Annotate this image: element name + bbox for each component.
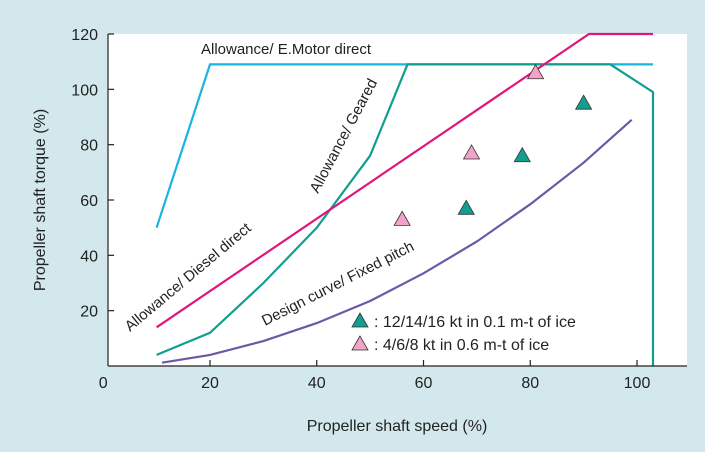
x-tick-label-1: 20 <box>201 375 219 392</box>
x-axis-label: Propeller shaft speed (%) <box>307 418 488 435</box>
legend-marker-teal-triangle <box>351 312 369 328</box>
x-tick-label-3: 60 <box>415 375 433 392</box>
x-tick-label-2: 40 <box>308 375 326 392</box>
scatter-point-0-0 <box>457 199 475 215</box>
legend-entry-ice-0-6: : 4/6/8 kt in 0.6 m-t of ice <box>374 337 549 354</box>
y-tick-label-3: 80 <box>80 138 98 155</box>
scatter-point-0-1 <box>513 146 531 163</box>
annotation-emotor: Allowance/ E.Motor direct <box>201 41 372 58</box>
y-tick-label-5: 120 <box>71 27 98 44</box>
series-line-1 <box>156 63 655 366</box>
legend-marker-pink-triangle <box>351 335 369 351</box>
series-line-3 <box>161 118 633 364</box>
scatter-point-1-0 <box>393 210 411 226</box>
series-line-2 <box>155 32 653 329</box>
x-tick-label-0: 0 <box>99 375 108 392</box>
x-tick-label-4: 80 <box>521 375 539 392</box>
marker-layer <box>393 63 593 226</box>
scatter-point-0-2 <box>574 94 593 110</box>
y-axis-label: Propeller shaft torque (%) <box>32 109 49 291</box>
scatter-point-1-2 <box>526 63 545 80</box>
y-tick-label-2: 60 <box>80 193 98 210</box>
scatter-point-1-1 <box>462 144 481 160</box>
legend-entry-ice-0-1: : 12/14/16 kt in 0.1 m-t of ice <box>374 314 576 331</box>
x-tick-label-5: 100 <box>624 375 651 392</box>
legend: : 12/14/16 kt in 0.1 m-t of ice : 4/6/8 … <box>351 312 576 354</box>
y-tick-label-4: 100 <box>71 82 98 99</box>
series-layer <box>155 32 655 366</box>
tick-layer: 0 20 40 60 80 100 20 40 60 80 100 120 <box>71 27 650 392</box>
y-tick-label-0: 20 <box>80 304 98 321</box>
y-tick-label-1: 40 <box>80 248 98 265</box>
